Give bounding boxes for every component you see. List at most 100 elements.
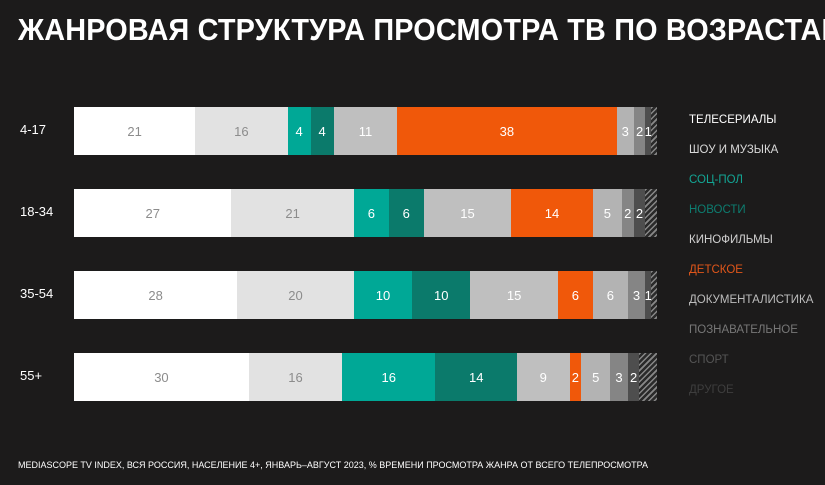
- data-label: 6: [571, 287, 579, 303]
- data-label: 2: [635, 205, 644, 221]
- legend-item: ПОЗНАВАТЕЛЬНОЕ: [689, 324, 798, 336]
- bar-segment: 27: [74, 189, 232, 237]
- data-label: 38: [499, 123, 515, 139]
- data-label: 11: [358, 123, 373, 139]
- category-label: 35-54: [20, 286, 54, 301]
- data-label: 1: [644, 123, 652, 139]
- bar-segment: 6: [388, 189, 424, 237]
- bar-segment: 20: [237, 271, 354, 319]
- legend-item: СПОРТ: [689, 354, 729, 366]
- bar-row: 35-54 28 20 10 10 15 6 6 3 1: [0, 271, 670, 319]
- data-label: 27: [145, 205, 160, 221]
- data-label: 16: [288, 369, 303, 385]
- data-label: 10: [434, 287, 449, 303]
- data-label: 5: [603, 205, 611, 221]
- data-label: 1: [644, 287, 652, 303]
- bar-segment: 16: [195, 107, 288, 155]
- data-label: 2: [635, 123, 644, 139]
- bar-segment: [651, 107, 657, 155]
- legend-item: КИНОФИЛЬМЫ: [689, 234, 773, 246]
- bar-segment: 30: [74, 353, 249, 401]
- bar-segment: 21: [231, 189, 354, 237]
- data-label: 21: [127, 123, 142, 139]
- stacked-bar: 21 16 4 4 11 38 3 2 1: [74, 107, 657, 155]
- bar-segment: 4: [310, 107, 334, 155]
- data-label: 16: [381, 369, 397, 385]
- stacked-bar: 30 16 16 14 9 2 5 3 2: [74, 353, 657, 401]
- stacked-bar: 28 20 10 10 15 6 6 3 1: [74, 271, 657, 319]
- data-label: 3: [615, 369, 623, 385]
- data-label: 6: [606, 287, 614, 303]
- bar-segment: 1: [644, 271, 652, 319]
- bar-segment: 3: [610, 353, 628, 401]
- data-label: 16: [234, 123, 249, 139]
- data-label: 28: [148, 287, 163, 303]
- bar-segment: [645, 189, 657, 237]
- bar-segment: 9: [517, 353, 570, 401]
- data-label: 4: [318, 123, 326, 139]
- bar-segment: 38: [397, 107, 617, 155]
- bar-segment: 21: [74, 107, 196, 155]
- data-label: 2: [571, 369, 579, 385]
- bar-segment: 10: [353, 271, 413, 319]
- bar-segment: [639, 353, 657, 401]
- bar-segment: 1: [644, 107, 652, 155]
- legend-item: НОВОСТИ: [689, 204, 746, 216]
- data-label: 20: [288, 287, 303, 303]
- category-label: 4-17: [20, 122, 47, 137]
- data-label: 6: [367, 205, 375, 221]
- data-label: 15: [506, 287, 522, 303]
- legend-item: ТЕЛЕСЕРИАЛЫ: [689, 114, 777, 126]
- bar-segment: 6: [557, 271, 593, 319]
- data-label: 21: [285, 205, 300, 221]
- bar-segment: 14: [511, 189, 593, 237]
- data-label: 5: [592, 369, 600, 385]
- data-label: 30: [154, 369, 169, 385]
- bar-segment: 2: [633, 107, 646, 155]
- bar-segment: 10: [412, 271, 471, 319]
- data-label: 9: [539, 369, 547, 385]
- bar-segment: 5: [592, 189, 622, 237]
- bar-segment: 3: [616, 107, 634, 155]
- footnote: MEDIASCOPE TV INDEX, ВСЯ РОССИЯ, НАСЕЛЕН…: [18, 460, 649, 470]
- bar-segment: 16: [248, 353, 343, 401]
- data-label: 14: [468, 369, 484, 385]
- bar-segment: 14: [435, 353, 518, 401]
- data-label: 10: [375, 287, 391, 303]
- bar-segment: 2: [633, 189, 646, 237]
- legend-item: ДЕТСКОЕ: [689, 264, 743, 276]
- category-label: 18-34: [20, 204, 54, 219]
- bar-row: 18-34 27 21 6 6 15 14 5 2 2: [0, 189, 670, 237]
- stacked-bar: 27 21 6 6 15 14 5 2 2: [74, 189, 657, 237]
- bar-row: 55+ 30 16 16 14 9 2 5 3 2: [0, 353, 670, 401]
- bar-segment: 6: [592, 271, 628, 319]
- bar-segment: 15: [470, 271, 558, 319]
- bar-segment: 5: [581, 353, 611, 401]
- bar-segment: 6: [353, 189, 389, 237]
- bar-segment: 2: [627, 353, 640, 401]
- bar-row: 4-17 21 16 4 4 11 38 3 2 1: [0, 107, 670, 155]
- legend-item: ДОКУМЕНТАЛИСТИКА: [689, 294, 814, 306]
- bar-segment: 28: [74, 271, 238, 319]
- data-label: 3: [621, 123, 629, 139]
- data-label: 3: [632, 287, 641, 303]
- bar-segment: 3: [627, 271, 646, 319]
- category-label: 55+: [20, 368, 43, 383]
- legend-item: ДРУГОЕ: [689, 384, 734, 396]
- bar-segment: 4: [287, 107, 311, 155]
- data-label: 4: [295, 123, 303, 139]
- legend-item: СОЦ-ПОЛ: [689, 174, 743, 186]
- bar-segment: 15: [423, 189, 512, 237]
- bar-segment: 11: [333, 107, 398, 155]
- data-label: 15: [460, 205, 475, 221]
- chart-title: ЖАНРОВАЯ СТРУКТУРА ПРОСМОТРА ТВ ПО ВОЗРА…: [18, 12, 825, 47]
- data-label: 2: [624, 205, 632, 221]
- bar-segment: 2: [621, 189, 634, 237]
- data-label: 14: [544, 205, 560, 221]
- data-label: 6: [402, 205, 410, 221]
- bar-segment: [651, 271, 657, 319]
- bar-segment: 16: [342, 353, 436, 401]
- bar-segment: 2: [569, 353, 582, 401]
- legend: ТЕЛЕСЕРИАЛЫ ШОУ И МУЗЫКА СОЦ-ПОЛ НОВОСТИ КИН…: [689, 112, 813, 412]
- data-label: 2: [629, 369, 638, 385]
